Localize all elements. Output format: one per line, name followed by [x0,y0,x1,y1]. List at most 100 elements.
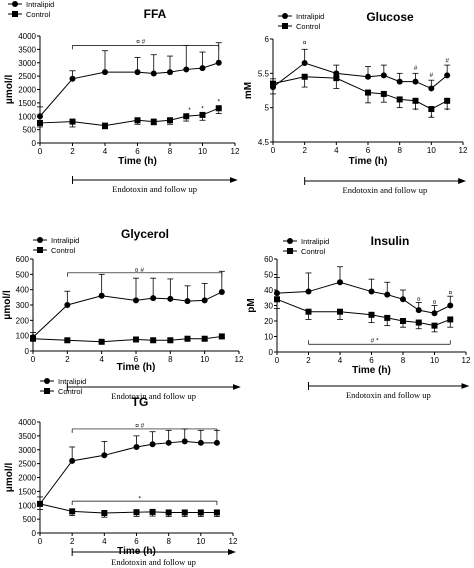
data-point [98,292,105,299]
y-axis-label: μmol/l [4,463,15,493]
data-point [149,441,156,448]
y-tick-label: 5 [265,104,270,113]
y-tick-label: 3000 [18,59,36,68]
data-point [444,72,451,79]
x-tick-label: 0 [271,146,276,155]
data-point [218,288,225,295]
significance-annotation: * [430,114,433,121]
data-point [384,314,391,321]
x-tick-label: 8 [401,356,406,365]
series-intralipid [30,270,225,341]
series-intralipid [37,428,220,507]
data-point [415,307,422,314]
legend-label: Control [58,387,83,396]
legend-entry: Control [40,387,83,396]
series-line [272,76,448,110]
legend-entry: Intralipid [283,237,329,246]
series-line [39,503,217,514]
legend-marker [44,388,50,394]
significance-annotation: * [446,107,449,114]
data-point [199,111,206,118]
x-tick-label: 4 [103,147,108,156]
data-point [333,75,340,82]
significance-annotation: ¤ [417,296,421,303]
legend-marker [12,1,18,7]
data-point [133,443,140,450]
x-tick-label: 6 [135,147,140,156]
data-point [183,66,190,73]
x-tick-label: 2 [302,146,307,155]
data-point [213,509,220,516]
y-tick-label: 10 [264,333,273,342]
y-tick-label: 3000 [18,446,36,455]
chart-glycerol: 0 2 4 6 8 10 12 0 100 200 300 400 500 600 Glycerol Time… [2,227,244,401]
y-tick-label: 600 [16,255,30,264]
legend-marker [282,13,288,19]
y-tick-label: 0 [32,529,37,538]
chart-insulin: 0 2 4 6 8 10 12 0 10 20 30 40 50 60 Insulin Time (h) pM I… [246,234,471,400]
y-tick-label: 2500 [18,460,36,469]
legend-label: Control [26,10,51,19]
data-point [101,510,108,517]
significance-annotation: # [414,65,418,72]
data-point [384,291,391,298]
y-tick-label: 500 [23,515,37,524]
legend-label: Intralipid [26,0,54,9]
data-point [215,105,222,112]
data-point [337,279,343,286]
data-point [201,335,208,342]
data-point [165,439,172,446]
chart-title: Insulin [371,234,410,248]
data-point [368,288,375,295]
data-point [270,80,276,87]
x-tick-label: 10 [196,537,205,546]
data-point [167,69,173,76]
legend-label: Control [51,246,76,255]
x-tick-label: 8 [168,355,173,364]
data-point [197,439,204,446]
chart-title: FFA [144,7,167,21]
x-tick-label: 10 [198,147,207,156]
endotoxin-label: Endotoxin and follow up [343,185,428,195]
data-point [69,118,76,125]
data-point [305,288,312,295]
y-tick-label: 1500 [18,487,36,496]
legend-entry: Control [278,22,321,31]
y-tick-label: 5.5 [258,69,270,78]
data-point [218,333,225,340]
data-point [301,73,308,80]
data-point [64,302,71,308]
x-tick-label: 2 [70,537,75,546]
legend-label: Control [296,22,321,31]
data-point [215,59,222,66]
data-point [30,335,36,342]
y-tick-label: 500 [23,126,37,135]
data-point [415,319,422,326]
significance-annotation: * [188,107,191,114]
x-tick-label: 2 [70,147,75,156]
x-tick-label: 4 [338,356,343,365]
series-control [30,333,225,345]
y-tick-label: 0 [25,347,30,356]
data-point [333,70,340,77]
x-tick-label: 4 [99,355,104,364]
x-tick-label: 12 [229,537,238,546]
data-point [412,97,419,104]
chart-ffa: 0 2 4 6 8 10 12 0 500 1000 1500 2000 2500 3000 3500 400… [4,0,240,194]
series-control [37,500,220,518]
data-point [69,75,76,82]
legend-marker [287,238,293,244]
legend-entry: Intralipid [40,377,86,386]
x-axis-label: Time (h) [118,156,157,167]
y-tick-label: 1000 [18,112,36,121]
x-tick-label: 0 [275,356,280,365]
series-intralipid [37,42,222,120]
chart-title: Glucose [366,10,414,24]
x-tick-label: 6 [366,146,371,155]
y-tick-label: 1500 [18,99,36,108]
y-tick-label: 0 [32,139,37,148]
data-point [428,85,435,92]
series-line [276,281,451,314]
data-point [150,118,157,125]
y-tick-label: 300 [16,301,30,310]
